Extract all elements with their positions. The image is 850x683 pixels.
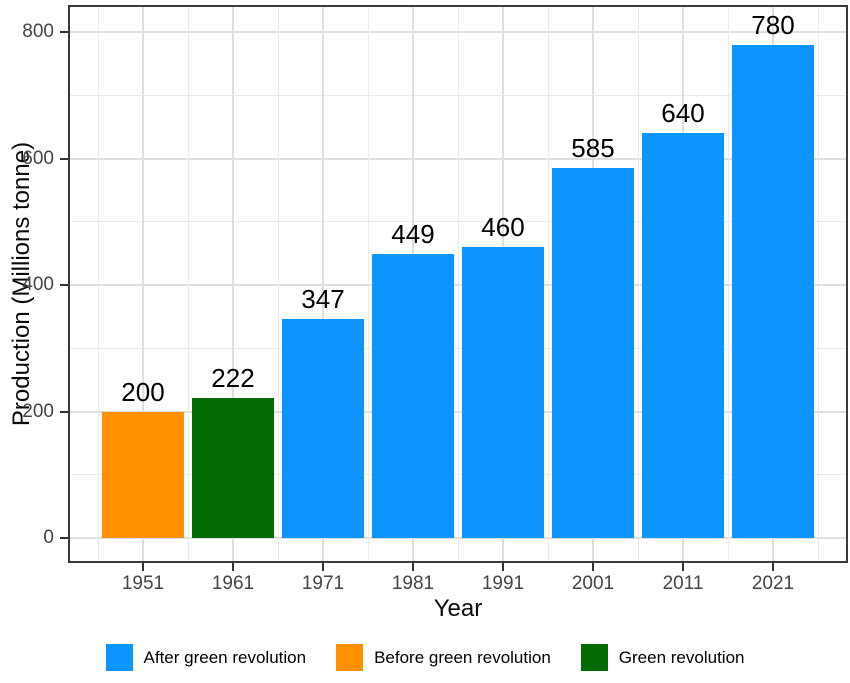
bar-value-label: 780 xyxy=(751,9,795,40)
v-gridline-minor xyxy=(367,7,369,561)
v-gridline-minor xyxy=(637,7,639,561)
bar-1981 xyxy=(372,254,454,538)
legend-label: Green revolution xyxy=(618,647,745,667)
x-axis-tick xyxy=(412,563,414,571)
bar-1971 xyxy=(282,318,364,538)
v-gridline-minor xyxy=(457,7,459,561)
legend-swatch xyxy=(105,644,133,671)
legend-label: After green revolution xyxy=(143,647,307,667)
bar-value-label: 449 xyxy=(391,219,435,250)
y-axis-tick xyxy=(60,31,68,33)
plot-panel: 200 222 347 449 460 585 640 780 xyxy=(68,5,848,563)
y-tick-label: 0 xyxy=(43,527,54,548)
x-tick-label: 2011 xyxy=(662,573,704,594)
bar-value-label: 222 xyxy=(211,362,255,393)
x-tick-label: 1961 xyxy=(211,573,255,594)
x-tick-label: 2001 xyxy=(571,573,615,594)
legend-item: Before green revolution xyxy=(336,644,551,671)
x-tick-label: 2021 xyxy=(751,573,795,594)
x-axis-tick xyxy=(232,563,234,571)
bar-value-label: 460 xyxy=(481,212,525,243)
bar-value-label: 347 xyxy=(301,283,345,314)
y-tick-label: 600 xyxy=(22,147,54,169)
x-tick-label: 1981 xyxy=(391,573,435,594)
bar-value-label: 640 xyxy=(661,98,705,129)
x-tick-label: 1951 xyxy=(121,573,165,594)
bar-value-label: 585 xyxy=(571,133,615,163)
bar-1951 xyxy=(102,411,184,538)
v-gridline-major xyxy=(232,7,234,561)
v-gridline-minor xyxy=(97,7,99,561)
bar-2011 xyxy=(642,133,724,538)
legend-label: Before green revolution xyxy=(374,647,551,667)
v-gridline-minor xyxy=(277,7,279,561)
x-axis-tick xyxy=(502,563,504,571)
x-axis-tick xyxy=(772,563,774,571)
x-tick-label: 1991 xyxy=(481,573,525,594)
x-axis-tick xyxy=(592,563,594,571)
v-gridline-minor xyxy=(547,7,549,561)
y-tick-label: 800 xyxy=(22,21,54,42)
bar-2021 xyxy=(732,44,814,538)
v-gridline-minor xyxy=(817,7,819,561)
legend-item: After green revolution xyxy=(105,644,307,671)
bar-2001 xyxy=(552,168,634,538)
legend-item: Green revolution xyxy=(580,644,745,671)
y-axis-tick xyxy=(60,157,68,160)
v-gridline-minor xyxy=(187,7,189,561)
v-gridline-major xyxy=(322,7,324,561)
bar-1991 xyxy=(462,247,544,538)
y-tick-label: 400 xyxy=(22,274,54,295)
x-axis-tick xyxy=(682,563,684,571)
legend-swatch xyxy=(336,644,364,671)
x-axis-tick xyxy=(142,563,144,571)
v-gridline-major xyxy=(142,7,144,561)
chart-legend: After green revolution Before green revol… xyxy=(0,644,850,671)
x-axis-title: Year xyxy=(433,595,483,622)
bar-1961 xyxy=(192,397,274,538)
legend-swatch xyxy=(580,644,608,671)
y-axis-tick xyxy=(60,284,68,286)
x-axis-tick xyxy=(322,563,324,571)
v-gridline-minor xyxy=(727,7,729,561)
y-tick-label: 200 xyxy=(22,400,54,422)
bar-value-label: 200 xyxy=(121,376,165,407)
y-axis-tick xyxy=(60,537,68,539)
y-axis-tick xyxy=(60,410,68,413)
x-tick-label: 1971 xyxy=(301,573,345,594)
